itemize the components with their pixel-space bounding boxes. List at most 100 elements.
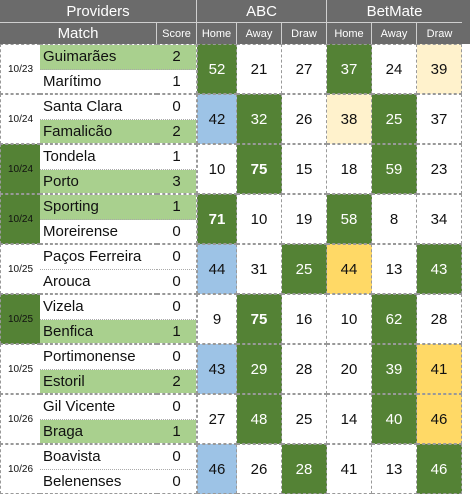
abc-draw-odds: 25 <box>282 244 327 294</box>
abc-home-odds: 9 <box>197 294 237 344</box>
away-team-name: Moreirense <box>43 222 119 240</box>
betmate-away-odds: 25 <box>372 94 417 144</box>
match-date: 10/24 <box>0 94 40 144</box>
match-date: 10/25 <box>0 244 40 294</box>
home-team-name: Vizela <box>40 295 157 320</box>
abc-away-odds: 31 <box>237 244 282 294</box>
abc-home-odds: 27 <box>197 394 237 444</box>
match-teams: Vizela Benfica <box>40 294 157 344</box>
betmate-draw-odds: 28 <box>417 294 462 344</box>
abc-away-odds: 75 <box>237 144 282 194</box>
betmate-draw-odds: 34 <box>417 194 462 244</box>
match-date: 10/24 <box>0 144 40 194</box>
abc-home-odds: 43 <box>197 344 237 394</box>
match-teams: Gil Vicente Braga <box>40 394 157 444</box>
away-score: 0 <box>172 272 181 290</box>
abc-draw-odds: 25 <box>282 394 327 444</box>
away-score: 1 <box>172 72 181 90</box>
betmate-draw-header: Draw <box>417 22 462 44</box>
away-team-name: Benfica <box>40 319 157 343</box>
betmate-home-odds: 10 <box>327 294 372 344</box>
away-team-name: Braga <box>40 419 157 443</box>
home-score: 0 <box>157 295 196 320</box>
betmate-home-odds: 18 <box>327 144 372 194</box>
away-team-name: Belenenses <box>43 472 122 490</box>
betmate-away-odds: 62 <box>372 294 417 344</box>
betmate-away-header: Away <box>372 22 417 44</box>
abc-home-odds: 71 <box>197 194 237 244</box>
betmate-away-odds: 13 <box>372 444 417 494</box>
betmate-home-odds: 14 <box>327 394 372 444</box>
home-team-name: Paços Ferreira <box>40 245 157 270</box>
home-score: 0 <box>157 95 196 120</box>
match-date: 10/25 <box>0 344 40 394</box>
providers-header: Providers <box>0 0 197 22</box>
betmate-draw-odds: 43 <box>417 244 462 294</box>
abc-away-odds: 75 <box>237 294 282 344</box>
away-score: 2 <box>157 369 196 393</box>
abc-draw-odds: 15 <box>282 144 327 194</box>
home-score: 0 <box>157 445 196 470</box>
away-team-name: Famalicão <box>40 119 157 143</box>
home-team-name: Gil Vicente <box>40 395 157 420</box>
home-team-name: Guimarães <box>40 45 157 70</box>
betmate-away-odds: 40 <box>372 394 417 444</box>
match-date: 10/26 <box>0 394 40 444</box>
betmate-home-header: Home <box>327 22 372 44</box>
betmate-away-odds: 39 <box>372 344 417 394</box>
betmate-draw-odds: 37 <box>417 94 462 144</box>
betmate-home-odds: 44 <box>327 244 372 294</box>
header-filler <box>462 0 470 44</box>
betmate-draw-odds: 41 <box>417 344 462 394</box>
abc-away-odds: 21 <box>237 44 282 94</box>
abc-draw-odds: 28 <box>282 444 327 494</box>
betmate-away-odds: 8 <box>372 194 417 244</box>
home-score: 0 <box>157 395 196 420</box>
home-team-name: Sporting <box>40 195 157 220</box>
away-team-name: Arouca <box>43 272 91 290</box>
abc-home-odds: 44 <box>197 244 237 294</box>
home-score: 1 <box>157 195 196 220</box>
home-team-name: Boavista <box>40 445 157 470</box>
betmate-home-odds: 37 <box>327 44 372 94</box>
away-score: 0 <box>172 222 181 240</box>
betmate-home-odds: 38 <box>327 94 372 144</box>
match-teams: Boavista Belenenses <box>40 444 157 494</box>
betmate-away-odds: 59 <box>372 144 417 194</box>
home-score: 1 <box>157 145 196 170</box>
away-score: 0 <box>172 472 181 490</box>
betmate-draw-odds: 39 <box>417 44 462 94</box>
provider-abc-header: ABC <box>197 0 327 22</box>
away-team-name: Porto <box>40 169 157 193</box>
away-score: 3 <box>157 169 196 193</box>
home-score: 0 <box>157 345 196 370</box>
away-team-name: Marítimo <box>43 72 102 90</box>
betmate-draw-odds: 23 <box>417 144 462 194</box>
betmate-draw-odds: 46 <box>417 394 462 444</box>
abc-draw-odds: 19 <box>282 194 327 244</box>
away-score: 2 <box>157 119 196 143</box>
abc-home-header: Home <box>197 22 237 44</box>
abc-draw-odds: 16 <box>282 294 327 344</box>
away-score: 1 <box>157 319 196 343</box>
match-date: 10/26 <box>0 444 40 494</box>
match-date: 10/25 <box>0 294 40 344</box>
home-score: 0 <box>157 245 196 270</box>
abc-away-odds: 32 <box>237 94 282 144</box>
score-column-header: Score <box>157 22 197 44</box>
match-teams: Portimonense Estoril <box>40 344 157 394</box>
abc-draw-odds: 28 <box>282 344 327 394</box>
match-date: 10/23 <box>0 44 40 94</box>
betmate-away-odds: 24 <box>372 44 417 94</box>
abc-away-odds: 26 <box>237 444 282 494</box>
abc-away-odds: 10 <box>237 194 282 244</box>
betmate-away-odds: 13 <box>372 244 417 294</box>
